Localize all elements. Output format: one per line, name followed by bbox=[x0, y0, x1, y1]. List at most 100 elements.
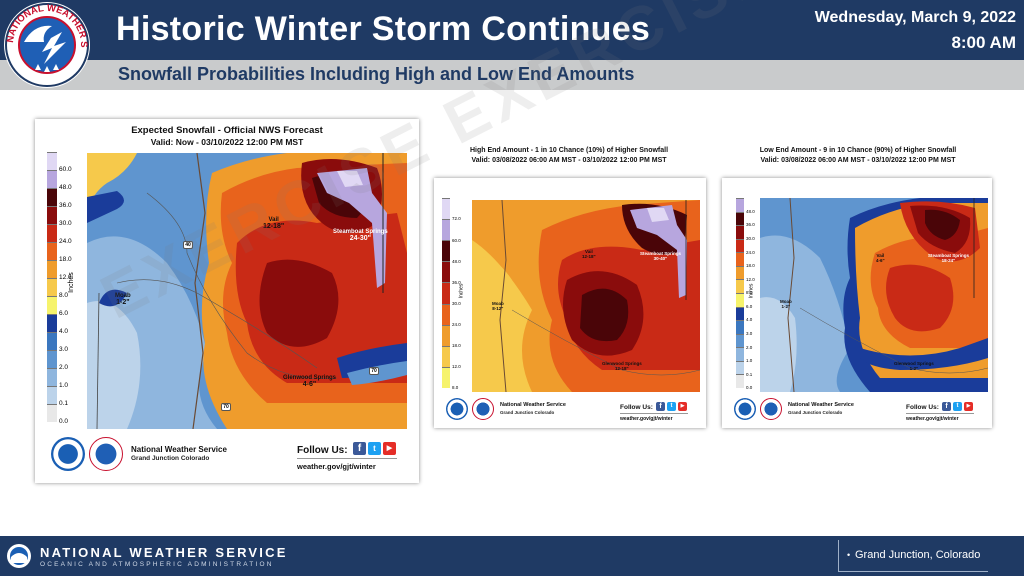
high-website-link[interactable]: weather.gov/gjt/winter bbox=[620, 416, 673, 422]
office-location: Grand Junction Colorado bbox=[131, 455, 210, 462]
legend-unit-low: Inches bbox=[748, 283, 755, 299]
legend-swatch bbox=[47, 314, 57, 332]
high-facebook-icon[interactable]: f bbox=[656, 402, 665, 411]
high-nws-seal bbox=[472, 398, 494, 420]
legend-swatch bbox=[47, 368, 57, 386]
legend-level-label: 6.0 bbox=[746, 303, 753, 309]
nws-seal-small bbox=[89, 437, 123, 471]
high-youtube-icon[interactable]: ▶ bbox=[678, 402, 687, 411]
high-panel-valid-time: Valid: 03/08/2022 06:00 AM MST - 03/10/2… bbox=[471, 157, 667, 164]
legend-swatch bbox=[442, 366, 450, 388]
footer-location: Grand Junction, Colorado bbox=[855, 549, 981, 561]
legend-swatch bbox=[47, 260, 57, 278]
issue-date: Wednesday, March 9, 2022 bbox=[814, 9, 1016, 26]
legend-swatch bbox=[47, 404, 57, 422]
legend-level-label: 8.0 bbox=[452, 385, 459, 391]
legend-level-label: 18.0 bbox=[746, 263, 755, 269]
legend-unit: Inches bbox=[67, 272, 75, 293]
color-legend: 0.0 0.1 1.0 2.0 3.0 4.0 6.0 8.0 12.0 18.0 24.0 30.0… bbox=[47, 152, 72, 425]
low-end-map[interactable]: Vail 4-6" Steamboat Springs 18-24" Moab 1-2… bbox=[760, 198, 988, 392]
legend-level-label: 4.0 bbox=[746, 317, 753, 323]
legend-level-label: 2.0 bbox=[746, 344, 753, 350]
header-bar bbox=[0, 0, 1024, 60]
legend-level-label: 3.0 bbox=[59, 346, 69, 354]
high-office-location: Grand Junction Colorado bbox=[500, 410, 555, 415]
legend-level-label: 24.0 bbox=[59, 238, 72, 246]
legend-swatch bbox=[47, 278, 57, 296]
website-link[interactable]: weather.gov/gjt/winter bbox=[297, 462, 376, 471]
legend-level-label: 30.0 bbox=[746, 236, 755, 241]
high-noaa-logo bbox=[446, 398, 468, 420]
legend-level-label: 48.0 bbox=[59, 184, 72, 192]
page-subtitle: Snowfall Probabilities Including High an… bbox=[118, 64, 635, 84]
footer-bullet-icon: • bbox=[847, 550, 851, 560]
legend-swatch bbox=[47, 170, 57, 188]
panel-valid-time: Valid: Now - 03/10/2022 12:00 PM MST bbox=[150, 137, 304, 147]
low-twitter-icon[interactable]: t bbox=[953, 402, 962, 411]
city-label-moab: Moab 1-2" bbox=[115, 293, 131, 307]
legend-level-label: 72.0 bbox=[452, 216, 461, 222]
low-panel-title: Low End Amount - 9 in 10 Chance (90%) of… bbox=[759, 147, 957, 154]
low-city-label-glenwood: Glenwood Springs 1-2" bbox=[894, 361, 934, 371]
low-panel-valid-time: Valid: 03/08/2022 06:00 AM MST - 03/10/2… bbox=[760, 157, 956, 164]
low-nws-seal bbox=[760, 398, 782, 420]
legend-level-label: 0.0 bbox=[746, 385, 753, 391]
legend-swatch bbox=[736, 238, 744, 253]
footer-bar bbox=[0, 536, 1024, 576]
legend-swatch bbox=[736, 265, 744, 280]
legend-swatch bbox=[736, 198, 744, 212]
branding-divider bbox=[297, 458, 397, 459]
twitter-icon[interactable]: t bbox=[368, 442, 381, 455]
page-title: Historic Winter Storm Continues bbox=[116, 10, 651, 48]
footer-agency-sub: OCEANIC AND ATMOSPHERIC ADMINISTRATION bbox=[40, 561, 274, 568]
legend-swatch bbox=[442, 240, 450, 262]
legend-level-label: 0.0 bbox=[59, 418, 69, 426]
low-branding-divider bbox=[906, 413, 974, 414]
legend-level-label: 18.0 bbox=[59, 256, 72, 264]
high-city-label-glenwood: Glenwood Springs 12-18" bbox=[602, 361, 642, 371]
low-office-location: Grand Junction Colorado bbox=[788, 410, 843, 415]
low-follow-us-label: Follow Us: bbox=[906, 404, 939, 411]
legend-swatch bbox=[442, 303, 450, 325]
snowfall-map[interactable]: 40 70 70 Vail 12-18" Steamboat Springs 24-… bbox=[87, 153, 407, 429]
legend-level-label: 2.0 bbox=[59, 364, 69, 372]
legend-swatch bbox=[47, 206, 57, 224]
low-youtube-icon[interactable]: ▶ bbox=[964, 402, 973, 411]
legend-level-label: 0.1 bbox=[59, 400, 69, 408]
high-follow-us-label: Follow Us: bbox=[620, 404, 653, 411]
panel-expected-snowfall[interactable]: Expected Snowfall - Official NWS Forecas… bbox=[35, 119, 419, 483]
facebook-icon[interactable]: f bbox=[353, 442, 366, 455]
high-city-label-vail: Vail 12-18" bbox=[582, 249, 596, 259]
legend-swatch bbox=[736, 293, 744, 307]
legend-level-label: 48.0 bbox=[452, 258, 461, 264]
legend-swatch bbox=[47, 224, 57, 242]
legend-level-label: 1.0 bbox=[746, 358, 753, 364]
low-facebook-icon[interactable]: f bbox=[942, 402, 951, 411]
follow-us-label: Follow Us: bbox=[297, 445, 348, 456]
legend-swatch bbox=[47, 152, 57, 170]
low-website-link[interactable]: weather.gov/gjt/winter bbox=[906, 416, 959, 422]
legend-level-label: 12.0 bbox=[59, 274, 72, 282]
legend-swatch bbox=[736, 252, 744, 266]
high-end-map[interactable]: Vail 12-18" Steamboat Springs 30-40" Moab 8… bbox=[472, 200, 700, 392]
high-end-map-graphic bbox=[472, 200, 700, 392]
issue-time: 8:00 AM bbox=[951, 33, 1016, 52]
color-legend-low: 0.0 0.1 1.0 2.0 3.0 4.0 6.0 8.0 12.0 18.0 24.0 30.0… bbox=[736, 198, 755, 390]
noaa-footer-icon bbox=[7, 544, 31, 568]
high-branding-divider bbox=[620, 413, 688, 414]
legend-swatch bbox=[736, 374, 744, 388]
low-city-label-moab: Moab 1-2" bbox=[780, 299, 792, 309]
subtitle-bar bbox=[0, 60, 1024, 90]
high-twitter-icon[interactable]: t bbox=[667, 402, 676, 411]
panel-high-end[interactable]: 8.0 12.0 18.0 24.0 30.0 36.0 48.0 60.0 72.0 Inch… bbox=[434, 178, 706, 428]
legend-swatch bbox=[442, 261, 450, 283]
youtube-icon[interactable]: ▶ bbox=[383, 442, 396, 455]
legend-swatch bbox=[47, 188, 57, 206]
noaa-logo bbox=[51, 437, 85, 471]
legend-swatch bbox=[442, 219, 450, 241]
legend-level-label: 60.0 bbox=[59, 166, 72, 174]
legend-level-label: 4.0 bbox=[59, 328, 69, 336]
highway-shield-70: 70 bbox=[221, 403, 231, 411]
panel-low-end[interactable]: 0.0 0.1 1.0 2.0 3.0 4.0 6.0 8.0 12.0 18.0 24.0 30.0… bbox=[722, 178, 992, 428]
